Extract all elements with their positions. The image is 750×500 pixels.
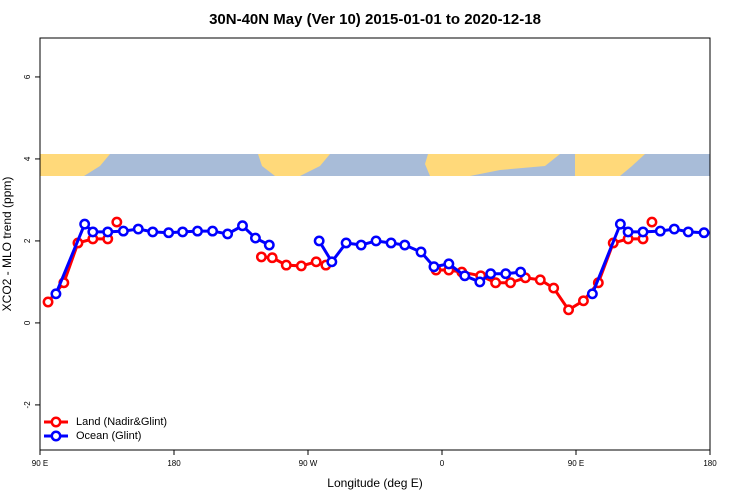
data-point (646, 216, 658, 228)
plot-frame (39, 37, 711, 451)
data-point (443, 258, 455, 270)
x-tick-label: 90 W (299, 459, 318, 468)
y-tick-label: 4 (23, 156, 32, 161)
legend-marker (50, 416, 62, 428)
data-point (222, 228, 234, 240)
x-tick-label: 180 (703, 459, 717, 468)
data-point (177, 226, 189, 238)
legend-marker (50, 430, 62, 442)
data-point (698, 227, 710, 239)
data-point (654, 225, 666, 237)
data-point (87, 226, 99, 238)
legend-label: Ocean (Glint) (76, 430, 141, 442)
data-point (255, 251, 267, 263)
data-point (295, 260, 307, 272)
data-point (682, 226, 694, 238)
world-map-strip (40, 154, 710, 176)
data-point (355, 239, 367, 251)
data-point (548, 282, 560, 294)
data-point (370, 235, 382, 247)
data-point (577, 295, 589, 307)
chart-title: 30N-40N May (Ver 10) 2015-01-01 to 2020-… (209, 11, 541, 28)
data-point (132, 223, 144, 235)
data-point (102, 226, 114, 238)
data-point (50, 288, 62, 300)
data-point (266, 252, 278, 264)
legend-label: Land (Nadir&Glint) (76, 416, 167, 428)
x-tick-label: 90 E (32, 459, 48, 468)
data-point (263, 239, 275, 251)
series-line (48, 222, 652, 310)
data-point (563, 304, 575, 316)
data-point (500, 268, 512, 280)
data-point (515, 266, 527, 278)
legend: Land (Nadir&Glint) Ocean (Glint) (44, 416, 167, 442)
data-point (111, 216, 123, 228)
data-point (237, 220, 248, 232)
y-tick-label: 0 (23, 320, 32, 325)
data-point (280, 259, 292, 271)
x-tick-label: 90 E (568, 459, 584, 468)
data-point (163, 227, 175, 239)
data-point (505, 277, 516, 289)
data-point (79, 218, 91, 230)
data-point (668, 223, 680, 235)
data-point (586, 288, 598, 300)
data-point (207, 225, 219, 237)
data-point (117, 225, 129, 237)
data-point (485, 268, 497, 280)
data-point (428, 261, 440, 273)
data-point (42, 296, 54, 308)
data-point (474, 276, 486, 288)
data-point (459, 270, 471, 282)
data-point (637, 226, 649, 238)
data-point (192, 225, 203, 237)
x-tick-label: 180 (167, 459, 181, 468)
x-axis-label: Longitude (deg E) (327, 476, 422, 490)
data-point (622, 226, 634, 238)
y-tick-label: -2 (23, 401, 32, 409)
data-point (415, 246, 427, 258)
data-point (310, 256, 322, 268)
data-point (399, 239, 411, 251)
data-point (490, 277, 502, 289)
data-point (326, 256, 338, 268)
data-point (313, 235, 325, 247)
data-point (340, 237, 352, 249)
data-point (147, 226, 159, 238)
data-point (249, 232, 261, 244)
y-tick-label: 2 (23, 238, 32, 243)
x-tick-label: 0 (440, 459, 445, 468)
y-tick-label: 6 (23, 74, 32, 79)
data-point (614, 218, 626, 230)
data-point (534, 274, 546, 286)
y-axis-label: XCO2 - MLO trend (ppm) (0, 177, 14, 312)
data-point (385, 237, 397, 249)
